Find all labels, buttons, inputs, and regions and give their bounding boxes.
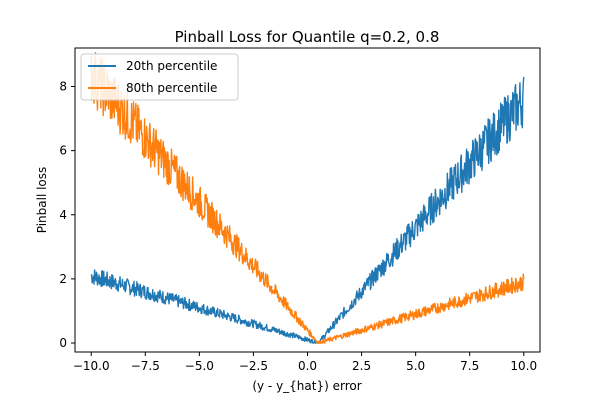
x-tick-label: 5.0	[406, 359, 425, 373]
y-axis-label: Pinball loss	[35, 167, 49, 234]
y-tick-label: 0	[59, 336, 67, 350]
y-tick-label: 2	[59, 272, 67, 286]
x-tick-label: 0.0	[298, 359, 317, 373]
series-line-80th	[90, 51, 525, 344]
legend-box	[80, 53, 239, 101]
legend: 20th percentile 80th percentile	[80, 53, 239, 101]
x-tick-label: 10.0	[510, 359, 537, 373]
x-axis-ticks: −10.0 −7.5 −5.0 −2.5 0.0 2.5 5.0 7.5 10.0	[73, 352, 537, 373]
y-tick-label: 4	[59, 208, 67, 222]
y-tick-label: 6	[59, 144, 67, 158]
x-tick-label: −7.5	[131, 359, 160, 373]
x-axis-label: (y - y_{hat}) error	[252, 379, 361, 393]
series-layer	[90, 51, 525, 344]
x-tick-label: 2.5	[352, 359, 371, 373]
x-tick-label: −5.0	[185, 359, 214, 373]
legend-label-80th: 80th percentile	[126, 81, 217, 95]
legend-label-20th: 20th percentile	[126, 59, 217, 73]
x-tick-label: −10.0	[73, 359, 110, 373]
y-axis-ticks: 0 2 4 6 8	[59, 79, 75, 350]
x-tick-label: −2.5	[239, 359, 268, 373]
chart-title: Pinball Loss for Quantile q=0.2, 0.8	[175, 28, 440, 46]
y-tick-label: 8	[59, 79, 67, 93]
x-tick-label: 7.5	[460, 359, 479, 373]
series-line-20th	[90, 76, 525, 344]
